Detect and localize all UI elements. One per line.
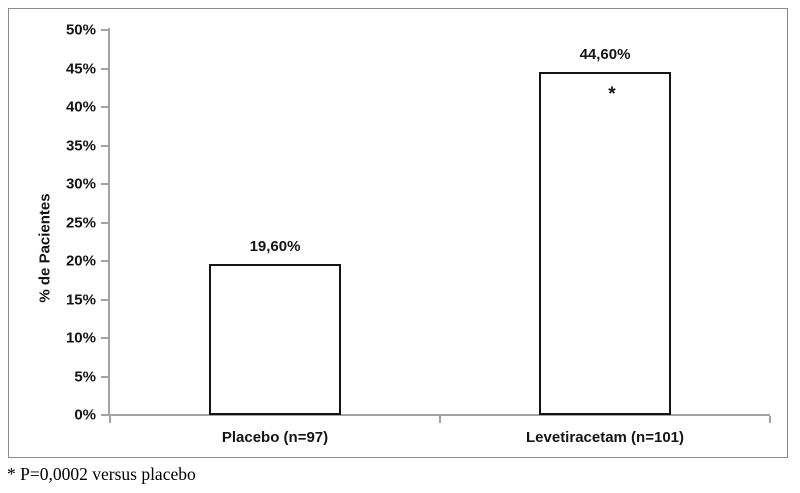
chart-frame [8, 8, 788, 458]
y-axis-line [108, 28, 110, 416]
footnote: * P=0,0002 versus placebo [7, 464, 196, 484]
x-axis-line [110, 414, 770, 416]
y-axis-title: % de Pacientes [36, 193, 54, 303]
